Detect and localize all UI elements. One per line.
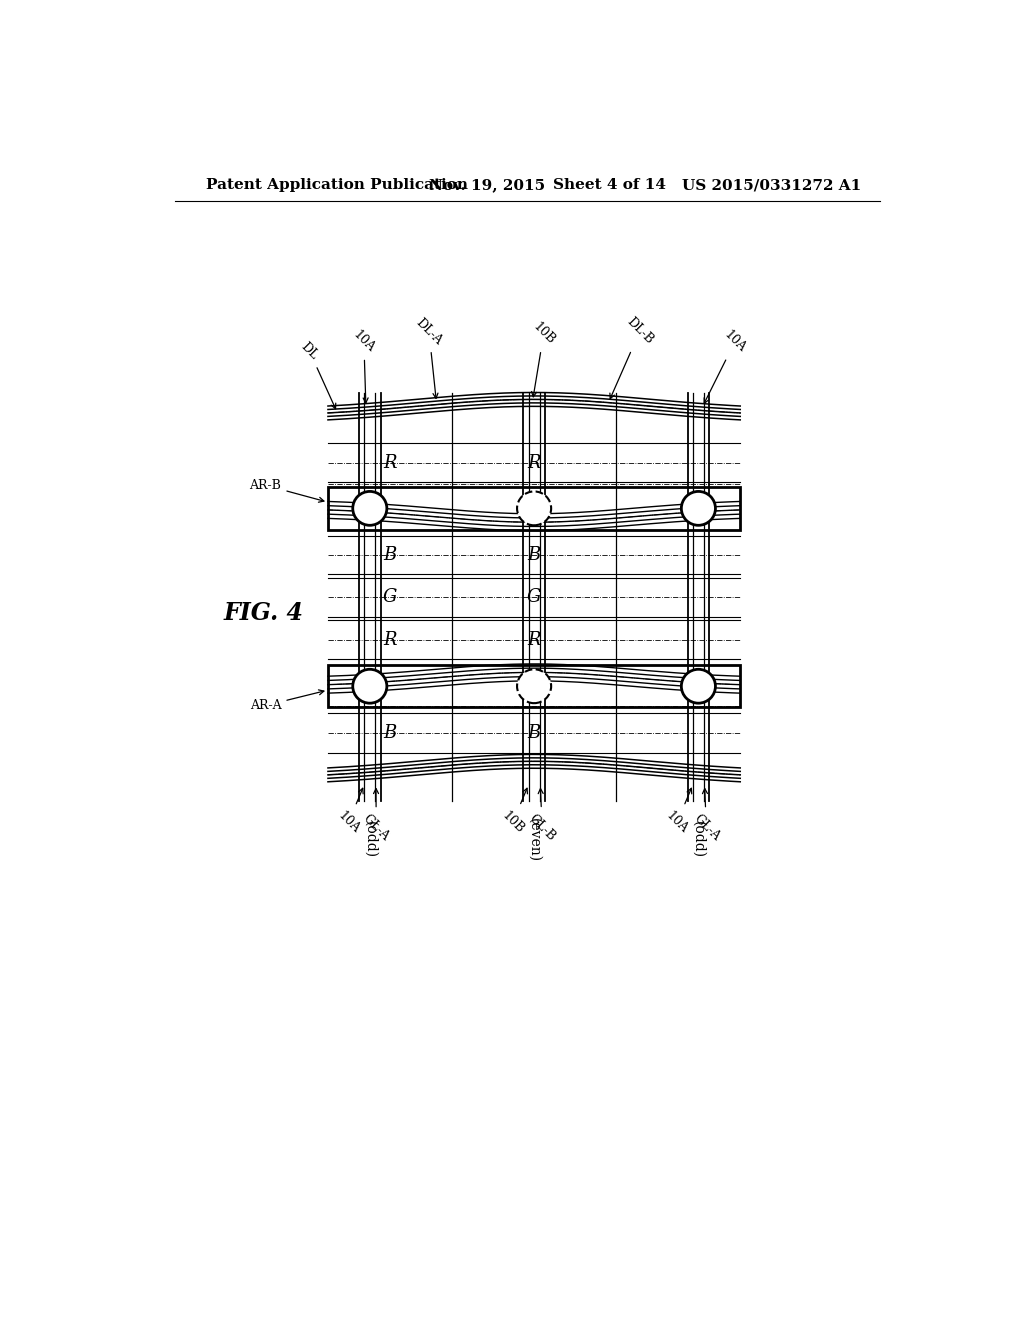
- Text: (odd): (odd): [691, 821, 706, 858]
- Text: B: B: [527, 723, 541, 742]
- Text: R: R: [527, 631, 541, 648]
- Text: 10A: 10A: [664, 788, 692, 836]
- Text: AR-A: AR-A: [250, 690, 324, 711]
- Circle shape: [681, 669, 716, 704]
- Text: (even): (even): [527, 818, 541, 862]
- Text: R: R: [527, 454, 541, 471]
- Text: 10A: 10A: [705, 327, 749, 404]
- Circle shape: [681, 491, 716, 525]
- Text: Sheet 4 of 14: Sheet 4 of 14: [553, 178, 666, 193]
- Text: B: B: [527, 546, 541, 564]
- Text: 10A: 10A: [335, 788, 364, 836]
- Text: DL-B: DL-B: [610, 315, 655, 399]
- Text: 10B: 10B: [530, 319, 557, 397]
- Circle shape: [352, 669, 387, 704]
- Text: DL: DL: [299, 341, 336, 409]
- Text: G: G: [527, 589, 542, 606]
- Circle shape: [517, 669, 551, 704]
- Text: DL-A: DL-A: [414, 315, 444, 399]
- Text: GL-A: GL-A: [360, 788, 392, 843]
- Text: 10B: 10B: [500, 788, 527, 836]
- Text: Patent Application Publication: Patent Application Publication: [206, 178, 468, 193]
- Text: R: R: [383, 454, 396, 471]
- Text: B: B: [383, 546, 396, 564]
- Text: (odd): (odd): [362, 821, 377, 858]
- Text: Nov. 19, 2015: Nov. 19, 2015: [429, 178, 545, 193]
- Text: 10A: 10A: [350, 327, 377, 403]
- Bar: [328, 487, 740, 529]
- Text: G: G: [383, 589, 397, 606]
- Text: R: R: [383, 631, 396, 648]
- Text: FIG. 4: FIG. 4: [223, 601, 304, 624]
- Text: B: B: [383, 723, 396, 742]
- Text: AR-B: AR-B: [250, 479, 324, 502]
- Circle shape: [352, 491, 387, 525]
- Circle shape: [517, 491, 551, 525]
- Text: GL-B: GL-B: [526, 788, 558, 843]
- Text: US 2015/0331272 A1: US 2015/0331272 A1: [682, 178, 861, 193]
- Bar: [328, 665, 740, 708]
- Text: GL-A: GL-A: [690, 788, 722, 843]
